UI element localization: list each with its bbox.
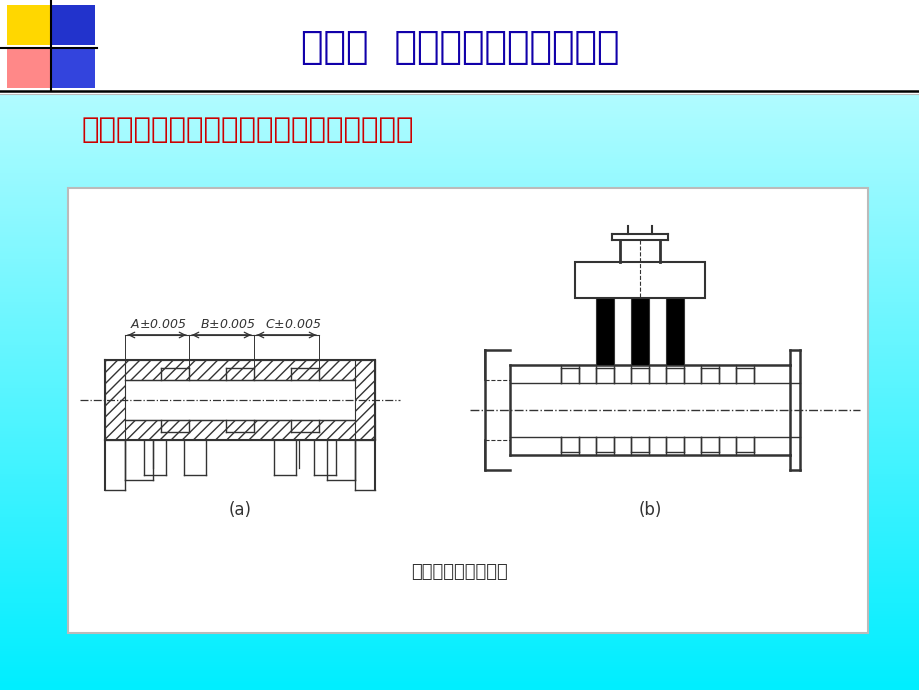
Bar [52,48,95,88]
Bar [665,298,683,365]
Text: 零件结构工艺性的好坏是相对的、变化的。: 零件结构工艺性的好坏是相对的、变化的。 [82,116,414,144]
Bar [355,360,375,440]
Text: $C$±0.005: $C$±0.005 [265,319,321,331]
Bar [7,48,50,88]
Bar [574,262,704,298]
Text: 第五节  零件结构的工艺性分析: 第五节 零件结构的工艺性分析 [301,30,618,66]
Bar [0,0,919,95]
Text: 电液伺服阀阀套结构: 电液伺服阀阀套结构 [411,563,508,581]
Bar [630,298,648,365]
Text: $B$±0.005: $B$±0.005 [199,319,255,331]
Bar [596,298,613,365]
Bar [105,420,375,440]
Bar [105,360,125,440]
Text: $A$±0.005: $A$±0.005 [130,319,187,331]
Bar [52,5,95,45]
Text: (b): (b) [638,501,661,519]
Bar [105,360,375,380]
Bar [7,5,50,45]
Bar [68,188,867,633]
Text: (a): (a) [228,501,251,519]
